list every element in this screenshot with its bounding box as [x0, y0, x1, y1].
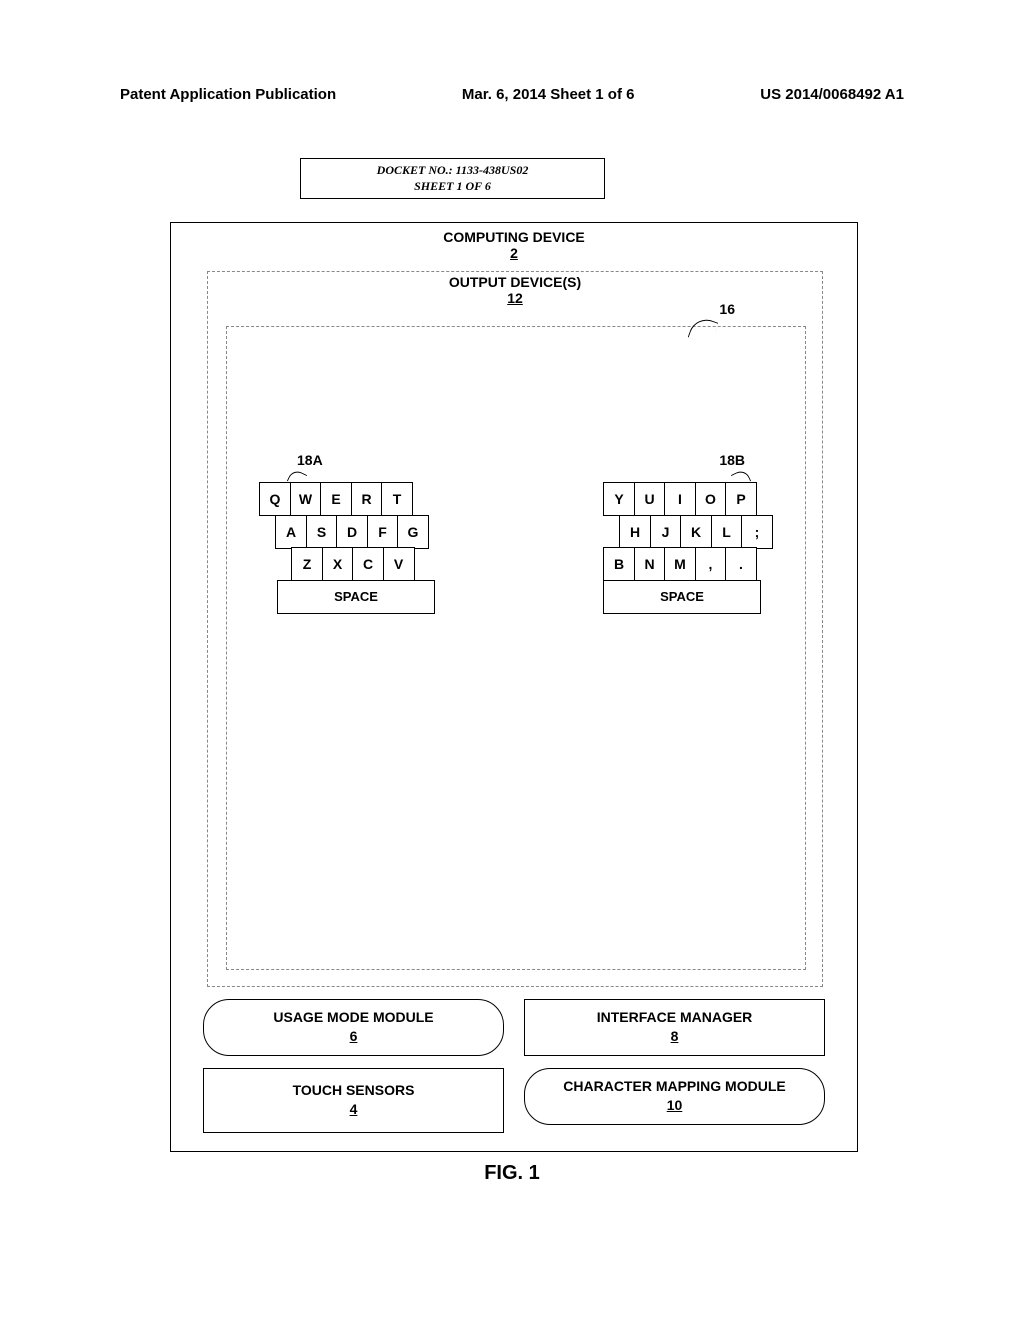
callout-16: 16 — [719, 301, 735, 317]
screen-box: 16 18A Q W E R T A S D F G — [226, 326, 806, 970]
key: H — [619, 515, 651, 549]
usage-mode-label: USAGE MODE MODULE — [273, 1009, 433, 1025]
keyboard-left: 18A Q W E R T A S D F G Z — [259, 482, 435, 614]
kb-left-row1: Q W E R T — [259, 482, 435, 516]
touch-sensors-num: 4 — [350, 1101, 358, 1117]
key: M — [664, 547, 696, 581]
keyboard-right: 18B Y U I O P H J K L ; B — [603, 482, 773, 614]
kb-left-row2: A S D F G — [275, 515, 435, 549]
key: T — [381, 482, 413, 516]
key: U — [634, 482, 666, 516]
key: Y — [603, 482, 635, 516]
interface-manager-num: 8 — [671, 1028, 679, 1044]
output-devices-box: OUTPUT DEVICE(S) 12 16 18A Q W E R T A S — [207, 271, 823, 987]
docket-box: DOCKET NO.: 1133-438US02 SHEET 1 OF 6 — [300, 158, 605, 199]
keyboard-right-ref: 18B — [719, 452, 745, 468]
header-center: Mar. 6, 2014 Sheet 1 of 6 — [462, 86, 635, 103]
key: C — [352, 547, 384, 581]
computing-device-num: 2 — [510, 245, 518, 261]
key: V — [383, 547, 415, 581]
key: G — [397, 515, 429, 549]
callout-16-leader — [688, 315, 719, 346]
key: ; — [741, 515, 773, 549]
touch-sensors-label: TOUCH SENSORS — [293, 1082, 415, 1098]
key: F — [367, 515, 399, 549]
key: K — [680, 515, 712, 549]
key: Z — [291, 547, 323, 581]
key: S — [306, 515, 338, 549]
page-header: Patent Application Publication Mar. 6, 2… — [120, 86, 904, 103]
key: L — [711, 515, 743, 549]
key: D — [336, 515, 368, 549]
key: I — [664, 482, 696, 516]
bottom-col-right: INTERFACE MANAGER 8 CHARACTER MAPPING MO… — [524, 999, 825, 1133]
key: J — [650, 515, 682, 549]
keyboard-left-ref: 18A — [297, 452, 323, 468]
figure-label: FIG. 1 — [0, 1162, 1024, 1185]
output-devices-text: OUTPUT DEVICE(S) — [449, 274, 581, 290]
key: E — [320, 482, 352, 516]
key: P — [725, 482, 757, 516]
docket-line2: SHEET 1 OF 6 — [309, 179, 596, 195]
docket-line1: DOCKET NO.: 1133-438US02 — [309, 163, 596, 179]
usage-mode-num: 6 — [350, 1028, 358, 1044]
usage-mode-module: USAGE MODE MODULE 6 — [203, 999, 504, 1056]
computing-device-box: COMPUTING DEVICE 2 OUTPUT DEVICE(S) 12 1… — [170, 222, 858, 1152]
kb-right-row1: Y U I O P — [603, 482, 773, 516]
char-mapping-num: 10 — [667, 1097, 683, 1113]
computing-device-text: COMPUTING DEVICE — [443, 229, 585, 245]
kb-right-row3: B N M , . — [603, 547, 773, 581]
kb-right-row2: H J K L ; — [619, 515, 773, 549]
key: X — [322, 547, 354, 581]
kb-left-row3: Z X C V — [291, 547, 435, 581]
key: , — [695, 547, 727, 581]
char-mapping-module: CHARACTER MAPPING MODULE 10 — [524, 1068, 825, 1125]
key: W — [290, 482, 322, 516]
key: B — [603, 547, 635, 581]
output-devices-num: 12 — [507, 290, 523, 306]
bottom-col-left: USAGE MODE MODULE 6 TOUCH SENSORS 4 — [203, 999, 504, 1133]
space-key-left: SPACE — [277, 580, 435, 614]
bottom-modules: USAGE MODE MODULE 6 TOUCH SENSORS 4 INTE… — [203, 999, 825, 1133]
space-key-right: SPACE — [603, 580, 761, 614]
computing-device-label: COMPUTING DEVICE 2 — [171, 229, 857, 261]
header-right: US 2014/0068492 A1 — [760, 86, 904, 103]
key: O — [695, 482, 727, 516]
interface-manager-module: INTERFACE MANAGER 8 — [524, 999, 825, 1056]
key: . — [725, 547, 757, 581]
touch-sensors-module: TOUCH SENSORS 4 — [203, 1068, 504, 1133]
interface-manager-label: INTERFACE MANAGER — [597, 1009, 753, 1025]
key: Q — [259, 482, 291, 516]
header-left: Patent Application Publication — [120, 86, 336, 103]
key: R — [351, 482, 383, 516]
key: N — [634, 547, 666, 581]
char-mapping-label: CHARACTER MAPPING MODULE — [563, 1078, 785, 1094]
key: A — [275, 515, 307, 549]
